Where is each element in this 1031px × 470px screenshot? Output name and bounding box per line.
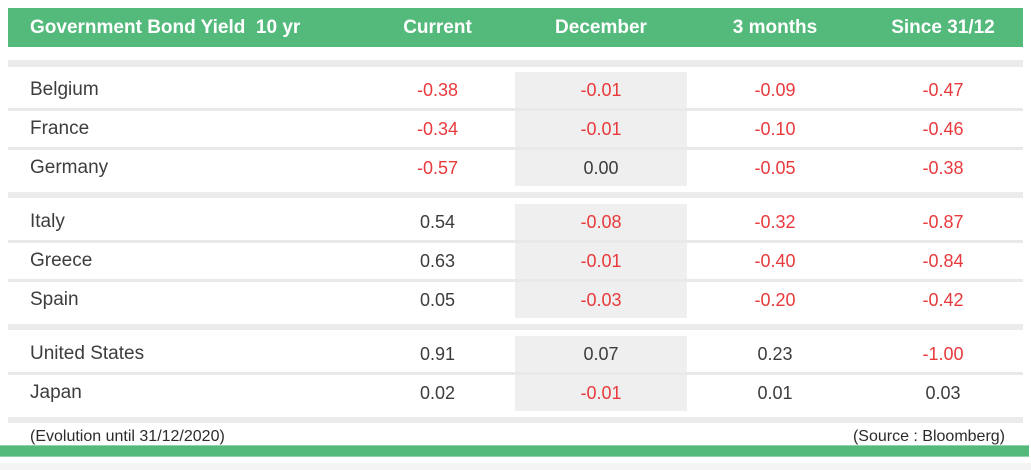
current-value: -0.34 — [416, 118, 459, 139]
december-value: -0.01 — [515, 111, 687, 147]
december-value: -0.03 — [515, 282, 687, 318]
group-divider — [8, 324, 1023, 330]
group-divider — [8, 192, 1023, 198]
since-3112-value: -1.00 — [922, 343, 964, 364]
column-header-current: Current — [403, 16, 472, 38]
country-group-periphery: Italy 0.54 -0.08 -0.32 -0.87 Greece 0.63… — [8, 204, 1023, 318]
country-label: Germany — [30, 157, 109, 178]
current-value: 0.63 — [419, 250, 456, 271]
table-title: Government Bond Yield 10 yr — [30, 16, 301, 38]
table-body: Belgium -0.38 -0.01 -0.09 -0.47 France -… — [8, 47, 1023, 451]
three-months-value: -0.32 — [754, 211, 796, 232]
current-value: 0.02 — [419, 382, 456, 403]
row-divider — [8, 279, 1023, 282]
footnote-evolution: (Evolution until 31/12/2020) — [30, 428, 225, 445]
bottom-accent-bar — [0, 445, 1029, 457]
three-months-value: 0.01 — [757, 382, 793, 403]
since-3112-value: -0.38 — [922, 157, 964, 178]
column-header-december: December — [555, 16, 647, 38]
table-row: Germany -0.57 0.00 -0.05 -0.38 — [8, 150, 1023, 186]
current-value: 0.54 — [419, 211, 456, 232]
december-value: -0.01 — [515, 72, 687, 108]
december-value: -0.01 — [515, 375, 687, 411]
country-label: France — [30, 118, 90, 139]
december-value: -0.01 — [515, 243, 687, 279]
column-header-3-months: 3 months — [732, 16, 818, 38]
three-months-value: 0.23 — [757, 343, 793, 364]
footer-divider — [8, 417, 1023, 423]
table-row: Japan 0.02 -0.01 0.01 0.03 — [8, 375, 1023, 411]
country-label: United States — [30, 343, 145, 364]
table-row: Belgium -0.38 -0.01 -0.09 -0.47 — [8, 72, 1023, 108]
row-divider — [8, 240, 1023, 243]
three-months-value: -0.05 — [754, 157, 796, 178]
three-months-value: -0.40 — [754, 250, 796, 271]
country-label: Spain — [30, 289, 79, 310]
current-value: 0.05 — [419, 289, 456, 310]
country-group-benelux-core: Belgium -0.38 -0.01 -0.09 -0.47 France -… — [8, 72, 1023, 186]
three-months-value: -0.09 — [754, 79, 796, 100]
current-value: -0.57 — [416, 157, 459, 178]
row-divider — [8, 147, 1023, 150]
row-divider — [8, 372, 1023, 375]
bottom-edge-strip — [0, 463, 1031, 470]
country-label: Japan — [30, 382, 82, 403]
column-header-since-3112: Since 31/12 — [891, 16, 995, 38]
december-value: 0.07 — [515, 336, 687, 372]
table-row: France -0.34 -0.01 -0.10 -0.46 — [8, 111, 1023, 147]
since-3112-value: -0.42 — [922, 289, 964, 310]
row-divider — [8, 108, 1023, 111]
table-header: Government Bond Yield 10 yr Current Dece… — [8, 8, 1023, 47]
country-label: Greece — [30, 250, 93, 271]
country-label: Italy — [30, 211, 65, 232]
table-row: Greece 0.63 -0.01 -0.40 -0.84 — [8, 243, 1023, 279]
table-row: United States 0.91 0.07 0.23 -1.00 — [8, 336, 1023, 372]
current-value: -0.38 — [416, 79, 459, 100]
since-3112-value: -0.87 — [922, 211, 964, 232]
three-months-value: -0.20 — [754, 289, 796, 310]
top-divider — [8, 60, 1023, 67]
table-footer: (Evolution until 31/12/2020) (Source : B… — [8, 423, 1023, 451]
three-months-value: -0.10 — [754, 118, 796, 139]
since-3112-value: -0.47 — [922, 79, 964, 100]
current-value: 0.91 — [419, 343, 456, 364]
country-label: Belgium — [30, 79, 99, 100]
since-3112-value: -0.84 — [922, 250, 964, 271]
since-3112-value: -0.46 — [922, 118, 964, 139]
table-row: Spain 0.05 -0.03 -0.20 -0.42 — [8, 282, 1023, 318]
country-group-non-euro: United States 0.91 0.07 0.23 -1.00 Japan… — [8, 336, 1023, 411]
december-value: 0.00 — [515, 150, 687, 186]
since-3112-value: 0.03 — [925, 382, 961, 403]
footnote-source: (Source : Bloomberg) — [852, 428, 1005, 445]
december-value: -0.08 — [515, 204, 687, 240]
table-row: Italy 0.54 -0.08 -0.32 -0.87 — [8, 204, 1023, 240]
